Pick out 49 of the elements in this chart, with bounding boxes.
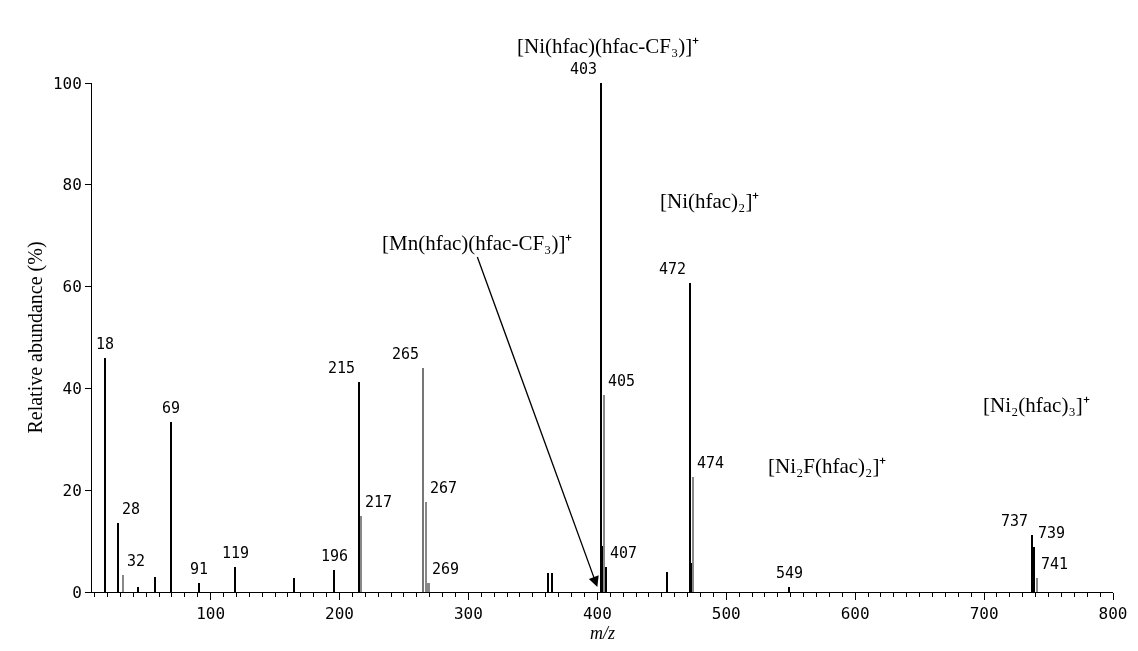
annotation: 741 <box>1041 555 1069 573</box>
annotation: 407 <box>610 544 638 562</box>
x-tick-label: 800 <box>1098 604 1128 624</box>
annotation: 267 <box>430 479 458 497</box>
annotation: 217 <box>365 493 393 511</box>
annotation: 28 <box>122 500 141 518</box>
y-axis-title: Relative abundance (%) <box>24 241 48 434</box>
x-tick-label: 600 <box>840 604 870 624</box>
annotation: 215 <box>328 359 356 377</box>
x-tick-label: 700 <box>969 604 999 624</box>
y-tick-label: 80 <box>62 175 82 195</box>
x-tick-label: 100 <box>196 604 226 624</box>
annotation: 405 <box>608 372 636 390</box>
annotation: 472 <box>659 260 687 278</box>
x-tick-label: 400 <box>582 604 612 624</box>
text: [Ni(hfac)(hfac-CF₃)]⁺ <box>517 34 700 58</box>
bar <box>422 368 424 592</box>
x-tick-label: 200 <box>325 604 354 624</box>
y-tick-label: 60 <box>62 277 82 297</box>
y-tick-label: 100 <box>52 73 82 93</box>
bar <box>692 477 694 592</box>
bar <box>360 516 362 592</box>
y-tick-label: 0 <box>72 582 82 602</box>
annotation: 549 <box>776 564 804 582</box>
x-tick-label: 500 <box>711 604 741 624</box>
x-axis-title: m/z <box>589 623 616 644</box>
bar <box>425 502 427 592</box>
annotation: 474 <box>697 454 725 472</box>
annotation: 737 <box>1001 512 1029 530</box>
annotation: 18 <box>96 335 115 353</box>
annotation: 119 <box>222 544 250 562</box>
bar <box>603 395 605 592</box>
annotation: 269 <box>432 560 460 578</box>
annotation: 403 <box>570 60 598 78</box>
x-tick-label: 300 <box>453 604 483 624</box>
y-tick-label: 40 <box>62 379 82 398</box>
y-tick-label: 20 <box>62 480 82 500</box>
annotation: 196 <box>321 547 349 565</box>
bar <box>1036 578 1038 592</box>
annotation: 265 <box>392 345 420 363</box>
annotation: 91 <box>190 560 209 578</box>
annotation: 739 <box>1038 524 1066 542</box>
annotation: [Ni₂F(hfac)₂]⁺ <box>768 454 887 478</box>
annotation: [Ni₂(hfac)₃]⁺ <box>983 393 1090 417</box>
annotation: [Ni(hfac)₂]⁺ <box>660 189 760 213</box>
bar <box>122 575 124 592</box>
annotation: [Mn(hfac)(hfac-CF₃)]⁺ <box>382 231 573 255</box>
annotation: 69 <box>162 399 181 417</box>
annotation: 32 <box>127 552 146 570</box>
